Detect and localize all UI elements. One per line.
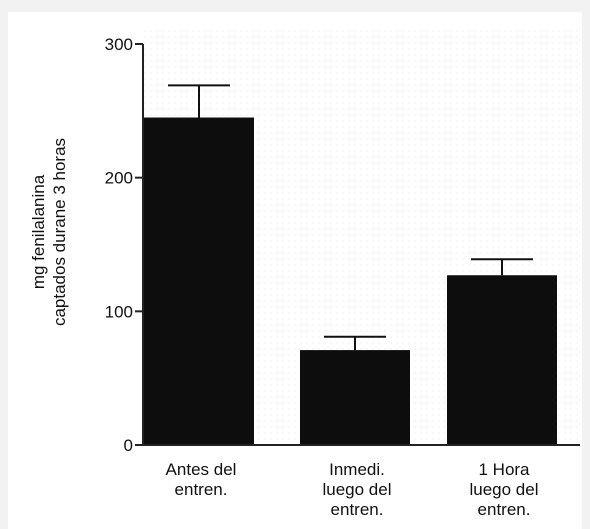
bar-3 [447, 275, 557, 445]
y-tick-label-300: 300 [105, 35, 133, 54]
x-category-label-line: entren. [478, 500, 531, 519]
axes [135, 44, 580, 446]
error-bars [168, 84, 533, 351]
x-category-label-line: luego del [469, 480, 538, 499]
x-category-label-line: Inmedi. [329, 460, 385, 479]
x-category-labels: Antes del entren.Inmedi. luego del entren.1… [166, 460, 539, 519]
y-axis-title-line-1: mg fenilalanina [29, 174, 48, 289]
bar-2 [300, 350, 410, 445]
y-axis-title-line-2: captados durane 3 horas [50, 138, 69, 326]
y-ticks: 0 100 200 300 [105, 35, 143, 455]
bar-1 [144, 117, 254, 446]
x-category-label-3: 1 Hora luego del entren. [469, 460, 538, 519]
x-category-label-line: luego del [322, 480, 391, 499]
x-category-label-line: Antes del [166, 460, 237, 479]
y-axis-title: mg fenilalanina captados durane 3 horas [29, 138, 69, 326]
x-category-label-line: entren. [331, 500, 384, 519]
y-tick-label-0: 0 [124, 436, 133, 455]
x-category-label-line: 1 Hora [478, 460, 530, 479]
y-tick-label-200: 200 [105, 169, 133, 188]
x-category-label-2: Inmedi. luego del entren. [322, 460, 391, 519]
x-category-label-1: Antes del entren. [166, 460, 237, 499]
x-category-label-line: entren. [175, 480, 228, 499]
y-tick-label-100: 100 [105, 302, 133, 321]
bars [144, 117, 557, 446]
